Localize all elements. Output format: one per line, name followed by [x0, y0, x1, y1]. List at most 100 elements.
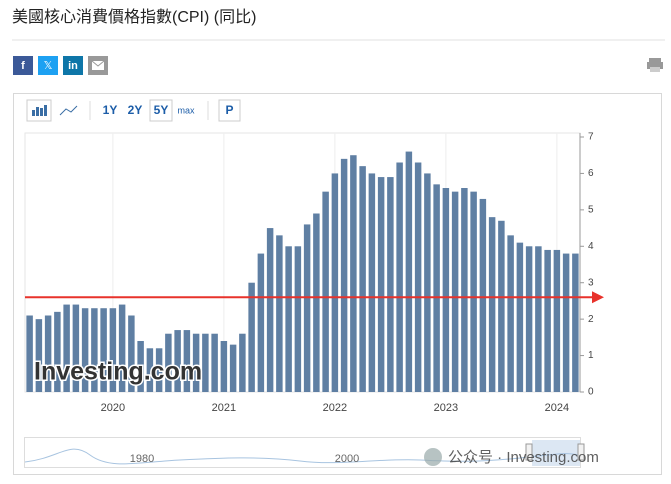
bar: [516, 242, 524, 392]
bar: [479, 198, 487, 392]
bar: [239, 333, 246, 392]
x-tick-label: 2024: [545, 402, 569, 414]
x-tick-label: 2023: [434, 402, 458, 414]
bar: [396, 162, 403, 392]
page-title: 美國核心消費價格指數(CPI) (同比): [12, 8, 256, 26]
bar: [128, 315, 135, 392]
navigator-label: 2000: [335, 453, 359, 465]
p-button[interactable]: P: [225, 103, 233, 117]
bar: [35, 319, 43, 392]
line-icon: [59, 105, 78, 116]
y-tick-label: 3: [588, 277, 594, 288]
y-tick-label: 2: [588, 314, 594, 325]
navigator-handle[interactable]: [577, 443, 585, 461]
y-tick-label: 6: [588, 168, 594, 179]
range-5y-box: [149, 99, 173, 122]
bar: [350, 155, 357, 392]
bar: [322, 191, 329, 392]
facebook-button[interactable]: [13, 56, 33, 75]
bar: [54, 311, 61, 392]
bar: [72, 304, 80, 392]
bar: [359, 166, 366, 392]
x-tick-label: 2021: [212, 402, 236, 414]
bar: [368, 173, 376, 392]
bar: [544, 249, 551, 392]
x-button[interactable]: [38, 56, 58, 75]
bar: [340, 158, 348, 392]
range-2y[interactable]: 2Y: [128, 103, 143, 117]
bar: [461, 188, 468, 392]
bar: [572, 253, 579, 392]
bar: [26, 315, 33, 392]
navigator: [24, 437, 581, 468]
bar: [192, 333, 200, 392]
bar: [165, 333, 172, 392]
bar: [81, 308, 89, 392]
bar: [183, 330, 191, 392]
bar: [155, 348, 163, 392]
bar: [285, 246, 292, 392]
bar: [229, 344, 237, 392]
range-5y[interactable]: 5Y: [154, 103, 169, 117]
bar: [257, 253, 265, 392]
bar: [220, 341, 228, 392]
navigator-handle[interactable]: [525, 443, 533, 461]
bar: [313, 213, 320, 392]
bar: [146, 348, 154, 392]
bar: [424, 173, 431, 392]
bar: [118, 304, 126, 392]
bar: [44, 315, 52, 392]
bar: [276, 235, 283, 392]
bar: [377, 177, 385, 392]
bar: [266, 228, 274, 392]
bar: [137, 341, 144, 392]
bar: [562, 253, 570, 392]
bar: [202, 333, 209, 392]
navigator-line: [24, 448, 581, 465]
bar: [553, 249, 561, 392]
bar-icon: [32, 105, 47, 116]
print-button[interactable]: [647, 58, 663, 72]
y-tick-label: 4: [588, 241, 594, 252]
logo: Investing.com: [34, 358, 202, 386]
bar: [451, 191, 459, 392]
y-tick-label: 0: [588, 387, 594, 398]
bar: [414, 162, 422, 392]
bar: [405, 151, 413, 392]
bar: [488, 217, 496, 392]
bar: [331, 173, 339, 392]
x-label: 𝕏: [44, 60, 53, 72]
navigator-label: 1980: [130, 453, 154, 465]
watermark: 公众号 · Investing.com: [448, 449, 599, 466]
bar: [63, 304, 70, 392]
facebook-label: f: [21, 60, 25, 72]
bar: [303, 224, 311, 392]
bar: [91, 308, 98, 392]
x-tick-label: 2022: [323, 402, 347, 414]
linkedin-label: in: [68, 60, 78, 72]
bar: [535, 246, 542, 392]
bar: [498, 220, 505, 392]
bar: [248, 282, 255, 392]
linkedin-button[interactable]: [63, 56, 83, 75]
y-tick-label: 1: [588, 350, 594, 361]
y-tick-label: 7: [588, 132, 594, 143]
range-max[interactable]: max: [177, 105, 195, 115]
bar: [211, 333, 218, 392]
bar: [109, 308, 117, 392]
bar: [294, 246, 302, 392]
bar: [100, 308, 107, 392]
p-button-box: [218, 99, 241, 122]
bar: [525, 246, 533, 392]
bar: [442, 188, 450, 392]
navigator-window[interactable]: [532, 440, 580, 466]
watermark-icon: [424, 448, 442, 466]
email-icon-flap: [91, 60, 105, 67]
range-1y[interactable]: 1Y: [103, 103, 118, 117]
bar: [387, 177, 394, 392]
bar: [470, 191, 477, 392]
bar: [507, 235, 514, 392]
y-tick-label: 5: [588, 204, 594, 215]
bar: [433, 184, 440, 392]
